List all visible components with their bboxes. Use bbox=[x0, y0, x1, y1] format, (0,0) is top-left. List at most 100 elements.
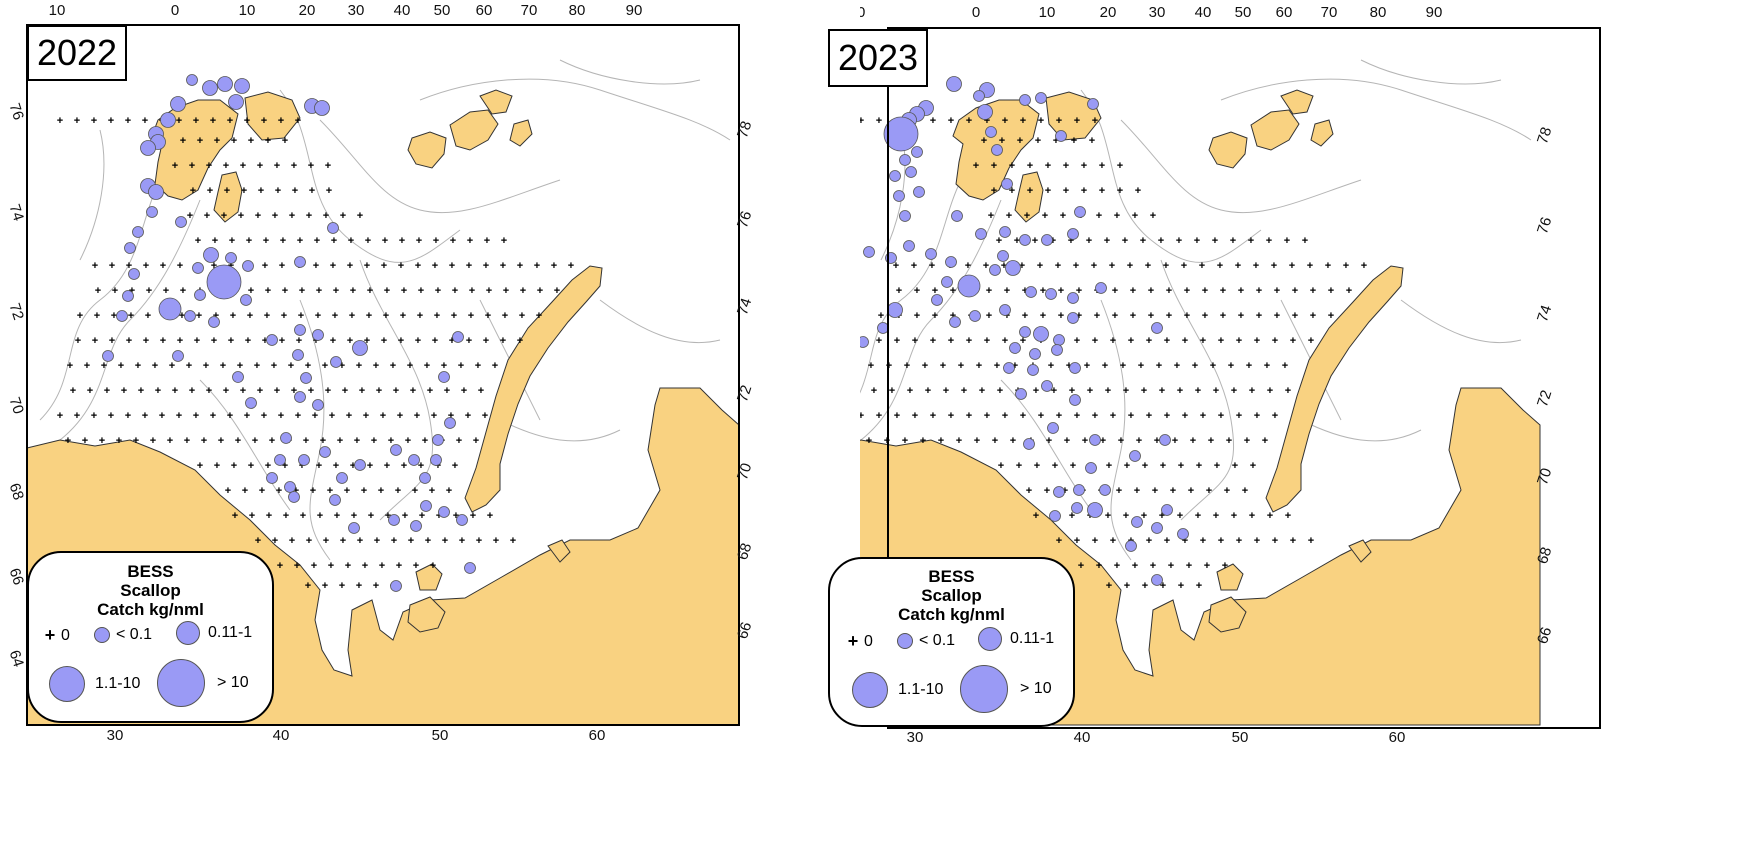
zero-catch-marker: + bbox=[397, 410, 403, 422]
zero-catch-marker: + bbox=[374, 535, 380, 547]
catch-marker bbox=[1161, 504, 1173, 516]
zero-catch-marker: + bbox=[265, 285, 271, 297]
zero-catch-marker: + bbox=[1074, 410, 1080, 422]
zero-catch-marker: + bbox=[380, 410, 386, 422]
zero-catch-marker: + bbox=[520, 285, 526, 297]
zero-catch-marker: + bbox=[340, 535, 346, 547]
zero-catch-marker: + bbox=[381, 260, 387, 272]
lon-tick-label: 90 bbox=[1426, 4, 1443, 21]
zero-catch-marker: + bbox=[1106, 580, 1112, 592]
map-frame bbox=[887, 27, 1601, 729]
zero-catch-marker: + bbox=[1253, 260, 1259, 272]
zero-catch-marker: + bbox=[1184, 310, 1190, 322]
zero-catch-marker: + bbox=[231, 135, 237, 147]
zero-catch-marker: + bbox=[388, 435, 394, 447]
catch-marker bbox=[234, 78, 250, 94]
zero-catch-marker: + bbox=[1051, 385, 1057, 397]
lon-tick-label: 90 bbox=[626, 2, 643, 19]
zero-catch-marker: + bbox=[390, 360, 396, 372]
zero-catch-marker: + bbox=[1248, 235, 1254, 247]
zero-catch-marker: + bbox=[65, 435, 71, 447]
zero-catch-marker: + bbox=[1009, 160, 1015, 172]
zero-catch-marker: + bbox=[279, 260, 285, 272]
lon-tick-label: 10 bbox=[860, 4, 865, 21]
zero-catch-marker: + bbox=[1066, 360, 1072, 372]
zero-catch-marker: + bbox=[67, 360, 73, 372]
catch-marker bbox=[997, 250, 1009, 262]
zero-catch-marker: + bbox=[230, 310, 236, 322]
legend-title-line: Scallop bbox=[921, 586, 982, 605]
zero-catch-marker: + bbox=[436, 510, 442, 522]
zero-catch-marker: + bbox=[265, 460, 271, 472]
zero-catch-marker: + bbox=[330, 335, 336, 347]
zero-catch-marker: + bbox=[402, 510, 408, 522]
legend-title-line: BESS bbox=[127, 562, 174, 581]
legend-item-0-11-1: 0.11-1 bbox=[176, 621, 252, 645]
edgeoya bbox=[213, 171, 243, 223]
lat-tick-label: 66 bbox=[1534, 625, 1555, 646]
zero-catch-marker: + bbox=[431, 410, 437, 422]
zero-catch-marker: + bbox=[396, 560, 402, 572]
zero-catch-marker: + bbox=[948, 115, 954, 127]
catch-marker bbox=[1159, 434, 1171, 446]
catch-marker bbox=[1087, 98, 1099, 110]
zero-catch-marker: + bbox=[323, 210, 329, 222]
zero-catch-marker: + bbox=[961, 385, 967, 397]
zero-catch-marker: + bbox=[1084, 360, 1090, 372]
zero-catch-marker: + bbox=[1019, 260, 1025, 272]
zero-catch-marker: + bbox=[998, 460, 1004, 472]
circle-xs-icon bbox=[897, 633, 913, 649]
zero-catch-marker: + bbox=[391, 535, 397, 547]
catch-marker bbox=[464, 562, 476, 574]
catch-marker bbox=[160, 112, 176, 128]
zero-catch-marker: + bbox=[57, 410, 63, 422]
zero-catch-marker: + bbox=[1213, 510, 1219, 522]
zero-catch-marker: + bbox=[502, 310, 508, 322]
franz-josef-land-a bbox=[407, 131, 447, 169]
zero-catch-marker: + bbox=[988, 210, 994, 222]
zero-catch-marker: + bbox=[1206, 485, 1212, 497]
zero-catch-marker: + bbox=[401, 285, 407, 297]
zero-catch-marker: + bbox=[943, 385, 949, 397]
zero-catch-marker: + bbox=[345, 560, 351, 572]
zero-catch-marker: + bbox=[1091, 260, 1097, 272]
zero-catch-marker: + bbox=[283, 510, 289, 522]
catch-marker bbox=[132, 226, 144, 238]
zero-catch-marker: + bbox=[207, 185, 213, 197]
zero-catch-marker: + bbox=[77, 310, 83, 322]
zero-catch-marker: + bbox=[201, 435, 207, 447]
zero-catch-marker: + bbox=[187, 210, 193, 222]
zero-catch-marker: + bbox=[1282, 360, 1288, 372]
catch-marker bbox=[300, 372, 312, 384]
zero-catch-marker: + bbox=[930, 115, 936, 127]
lon-tick-label: 60 bbox=[1276, 4, 1293, 21]
zero-catch-marker: + bbox=[246, 235, 252, 247]
lon-tick-label: 60 bbox=[589, 727, 606, 744]
zero-catch-marker: + bbox=[1218, 410, 1224, 422]
zero-catch-marker: + bbox=[907, 385, 913, 397]
legend-item-zero: + 0 bbox=[43, 625, 70, 646]
lat-tick-label: 64 bbox=[6, 648, 27, 669]
zero-catch-marker: + bbox=[412, 485, 418, 497]
zero-catch-marker: + bbox=[384, 285, 390, 297]
catch-marker bbox=[228, 94, 244, 110]
zero-catch-marker: + bbox=[860, 410, 864, 422]
zero-catch-marker: + bbox=[973, 160, 979, 172]
catch-marker bbox=[319, 446, 331, 458]
zero-catch-marker: + bbox=[432, 260, 438, 272]
zero-catch-marker: + bbox=[265, 135, 271, 147]
catch-marker bbox=[242, 260, 254, 272]
zero-catch-marker: + bbox=[1195, 385, 1201, 397]
zero-catch-marker: + bbox=[308, 385, 314, 397]
zero-catch-marker: + bbox=[176, 115, 182, 127]
zero-catch-marker: + bbox=[262, 260, 268, 272]
zero-catch-marker: + bbox=[1110, 410, 1116, 422]
zero-catch-marker: + bbox=[282, 460, 288, 472]
zero-catch-marker: + bbox=[229, 235, 235, 247]
zero-catch-marker: + bbox=[427, 385, 433, 397]
zero-catch-marker: + bbox=[116, 435, 122, 447]
catch-marker bbox=[419, 472, 431, 484]
zero-catch-marker: + bbox=[1073, 260, 1079, 272]
catch-marker bbox=[102, 350, 114, 362]
zero-catch-marker: + bbox=[1012, 360, 1018, 372]
